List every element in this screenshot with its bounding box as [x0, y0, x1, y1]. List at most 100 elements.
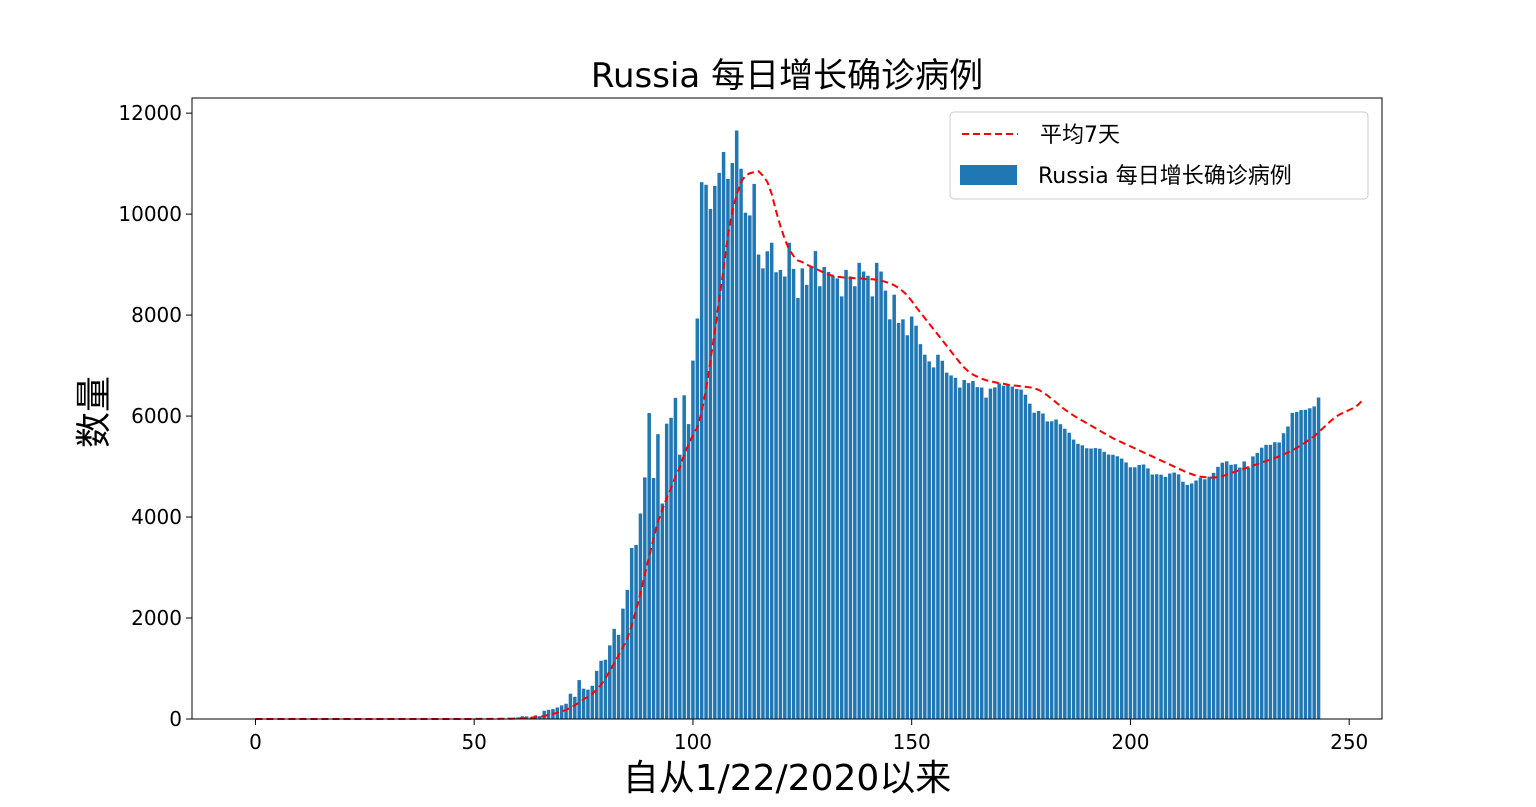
bar [1019, 389, 1023, 719]
y-tick-label: 12000 [118, 101, 182, 125]
bar [861, 271, 866, 719]
bar [1137, 464, 1141, 719]
bar [1023, 394, 1028, 719]
bar [892, 294, 896, 719]
bar [625, 589, 630, 719]
bar [1259, 447, 1264, 719]
bar [1233, 464, 1238, 719]
y-tick-label: 2000 [131, 606, 182, 630]
bar [778, 269, 783, 719]
bar [1154, 474, 1159, 719]
bar [984, 397, 988, 719]
bar [524, 716, 529, 719]
bar [1084, 448, 1089, 719]
bar [717, 172, 721, 719]
x-axis-ticks: 0 50 100 150 200 250 [249, 719, 1368, 754]
bar [721, 151, 726, 720]
bar [1159, 474, 1163, 719]
bar [621, 608, 625, 719]
bar [971, 381, 975, 719]
bar [1281, 433, 1286, 719]
bar [857, 262, 861, 719]
bar [660, 503, 665, 719]
bars-group [293, 130, 1321, 720]
bar [734, 130, 739, 719]
bar [888, 319, 892, 719]
bar [997, 383, 1001, 719]
bar [844, 269, 848, 719]
bar [581, 688, 586, 719]
average-line-group [255, 170, 1364, 720]
bar [761, 268, 765, 719]
bar [1286, 426, 1290, 719]
bar [577, 680, 581, 719]
bar [1255, 452, 1260, 719]
bar [896, 323, 901, 719]
bar [1203, 479, 1207, 719]
bar [909, 316, 914, 719]
bar [975, 387, 980, 719]
bar [730, 163, 735, 719]
y-tick-label: 0 [169, 707, 182, 731]
bar [1194, 480, 1198, 719]
bar [538, 716, 542, 719]
bar [651, 477, 656, 719]
bar [1299, 410, 1303, 719]
bar [1111, 454, 1115, 719]
bar [940, 360, 945, 719]
bar [743, 212, 748, 719]
y-tick-label: 8000 [131, 303, 182, 327]
bar [993, 387, 997, 719]
bar [599, 660, 603, 719]
bar [1001, 385, 1006, 719]
bar [1303, 409, 1308, 719]
bar [774, 272, 778, 719]
bar [1294, 411, 1299, 719]
bar [1246, 467, 1251, 719]
y-tick-label: 6000 [131, 404, 182, 428]
bar [699, 182, 704, 719]
bar [1312, 406, 1316, 719]
bar [586, 689, 590, 719]
bar [818, 286, 822, 719]
bar [590, 685, 595, 719]
chart-title: Russia 每日增长确诊病例 [591, 56, 983, 96]
x-axis-label: 自从1/22/2020以来 [623, 758, 952, 799]
bar [874, 262, 879, 719]
bar [647, 413, 651, 719]
x-tick-label: 200 [1111, 730, 1149, 754]
bar [1006, 385, 1010, 719]
bar [831, 275, 835, 719]
bar [901, 319, 905, 719]
bar [634, 544, 638, 719]
bar [1054, 419, 1058, 719]
bar [1268, 444, 1273, 719]
bar [883, 290, 888, 719]
bar [1141, 464, 1146, 719]
bar [839, 296, 844, 719]
bar [546, 709, 551, 719]
bar [923, 354, 927, 719]
bar [809, 267, 813, 719]
bar [1198, 477, 1203, 719]
bar [1124, 462, 1128, 719]
bar [1045, 421, 1050, 719]
bar [769, 242, 774, 719]
bar [1185, 484, 1190, 719]
bar [1076, 443, 1080, 719]
bar [1308, 408, 1312, 719]
bar [1224, 461, 1229, 719]
bar [643, 477, 647, 719]
average-line [255, 170, 1364, 720]
bar [787, 242, 791, 719]
bar [1163, 476, 1168, 719]
bar [559, 705, 564, 719]
y-tick-label: 10000 [118, 202, 182, 226]
bar [612, 628, 616, 719]
bar [704, 184, 708, 720]
bar [1150, 474, 1155, 719]
bar [726, 178, 730, 719]
bar [603, 659, 608, 719]
bar [822, 267, 826, 719]
